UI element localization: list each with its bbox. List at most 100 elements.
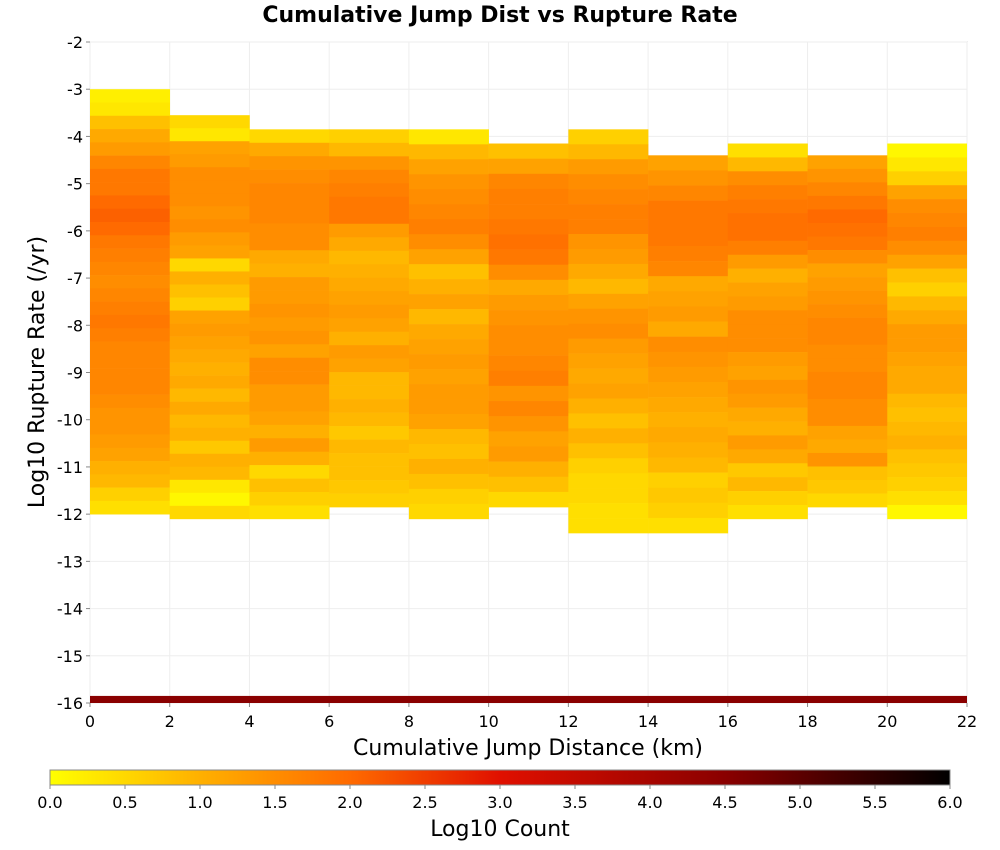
heatmap-cell [169,323,250,337]
colorbar-tick-label: 2.5 [412,793,437,812]
heatmap-cell [488,234,569,250]
heatmap-cell [648,517,729,534]
heatmap-cell [887,491,967,506]
heatmap-cell [169,232,250,246]
heatmap-cell [329,304,410,319]
heatmap-cell [169,167,250,181]
heatmap-cell [887,143,967,158]
heatmap-cell [568,323,649,339]
x-tick-label: 6 [324,712,334,731]
x-tick-label: 0 [85,712,95,731]
colorbar-tick-label: 1.5 [262,793,287,812]
heatmap-cell [249,303,330,318]
heatmap-cell [887,254,967,269]
heatmap-cell [329,385,410,400]
heatmap-cell [887,185,967,200]
heatmap-cell [807,222,888,237]
colorbar-tick-label: 2.0 [337,793,362,812]
heatmap-cell [807,290,888,305]
heatmap-cell [329,277,410,292]
heatmap-cell [329,331,410,346]
heatmap-cell [249,411,330,426]
heatmap-cell [329,466,410,481]
heatmap-cell [408,309,489,325]
heatmap-cell [727,324,808,339]
heatmap-cell [727,310,808,325]
heatmap-cell [727,240,808,256]
heatmap-cell [169,284,250,298]
heatmap-cell [488,370,569,387]
heatmap-cell [488,446,569,462]
heatmap-cell [249,223,330,238]
heatmap-cell [648,170,729,186]
heatmap-cell [807,480,888,494]
heatmap-cell [568,263,649,280]
y-tick-label: -15 [57,647,83,666]
y-tick-label: -13 [57,552,83,571]
heatmap-cell [488,461,569,478]
heatmap-cell [648,230,729,247]
heatmap-cell [249,250,330,264]
heatmap-cell [169,219,250,233]
heatmap-cell [648,487,729,504]
x-tick-label: 12 [558,712,578,731]
heatmap-cell [408,428,489,445]
heatmap-cell [249,236,330,251]
heatmap-cell [807,425,888,440]
heatmap-cell [408,443,489,460]
heatmap-cell [488,249,569,265]
heatmap-cell [249,397,330,412]
heatmap-cell [329,358,410,373]
heatmap-cell [807,236,888,251]
heatmap-cell [90,394,171,409]
heatmap-cell [488,279,569,296]
heatmap-cell [249,129,330,144]
heatmap-cell [568,308,649,325]
heatmap-cell [568,413,649,429]
heatmap-cell [648,412,729,428]
heatmap-cell [727,199,808,214]
heatmap-cell [169,245,250,259]
heatmap-cell [90,142,171,156]
heatmap-cell [90,182,171,196]
heatmap-cell [727,504,808,520]
heatmap-cell [807,182,888,197]
heatmap-cell [648,502,729,519]
heatmap-cell [887,240,967,256]
heatmap-cell [249,424,330,439]
heatmap-cell [90,354,171,369]
y-tick-label: -9 [67,364,83,383]
heatmap-cell [329,412,410,427]
x-axis-ticks: 0 2 4 6 8 10 12 14 16 18 20 22 [85,703,977,731]
heatmap-cell [887,435,967,450]
heatmap-cell [648,306,729,322]
heatmap-cell [648,336,729,353]
heatmap-cell [727,435,808,450]
heatmap-cell [648,321,729,337]
heatmap-cell [887,213,967,228]
heatmap-cell [648,155,729,171]
y-tick-label: -2 [67,33,83,52]
y-tick-label: -14 [57,600,83,619]
heatmap-cell [169,128,250,142]
heatmap-cell [329,223,410,238]
heatmap-cell [169,427,250,442]
heatmap-cell [329,210,410,225]
heatmap-cell [329,196,410,211]
heatmap-cell [488,219,569,235]
heatmap-cell [169,180,250,194]
x-tick-label: 2 [165,712,175,731]
heatmap-cell [408,144,489,160]
colorbar-tick-label: 5.5 [862,793,887,812]
heatmap-cell [568,293,649,310]
heatmap-cell [727,185,808,200]
heatmap-cell [169,362,250,376]
heatmap-cell [887,407,967,422]
heatmap-cell [727,393,808,408]
heatmap-cell [648,442,729,458]
heatmap-cell [568,248,649,265]
heatmap-cell [568,458,649,474]
heatmap-cell [90,168,171,183]
heatmap-cell [249,357,330,372]
heatmap-cell [90,487,171,502]
